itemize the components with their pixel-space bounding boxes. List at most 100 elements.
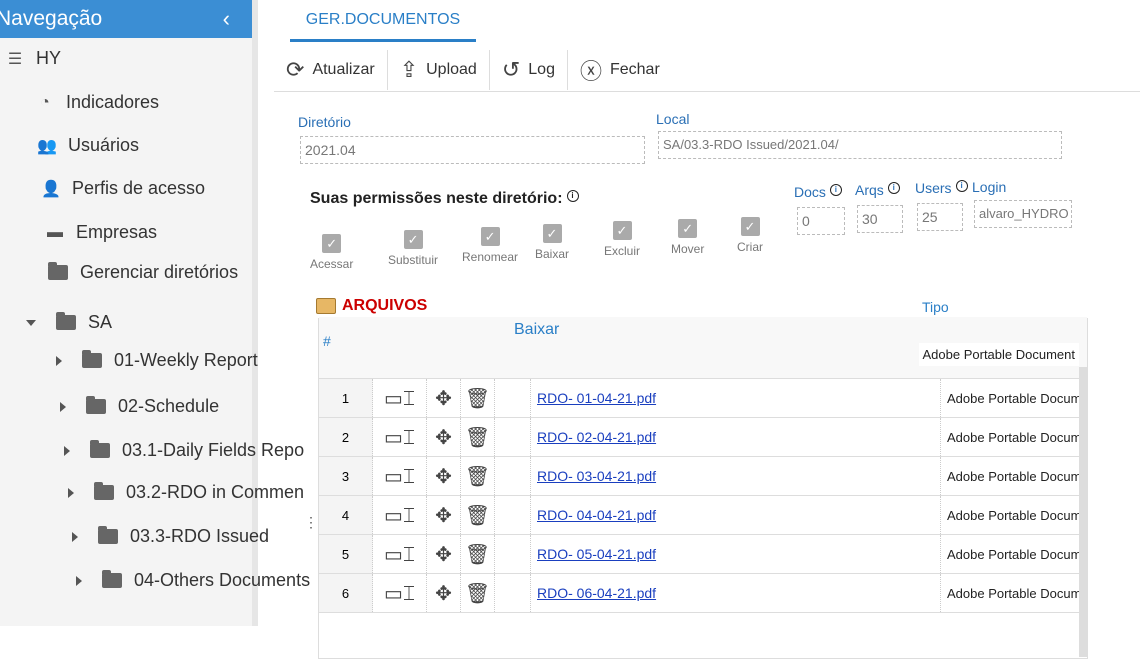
col-type-filter[interactable]: Adobe Portable Document: [918, 343, 1079, 366]
checkbox-checked[interactable]: ✓: [612, 221, 632, 240]
perm-label: Acessar: [310, 257, 354, 271]
checkbox-checked[interactable]: ✓: [403, 230, 423, 249]
sidebar-header: Navegação ‹: [0, 0, 252, 38]
folder-icon: [82, 350, 102, 368]
chevron-left-icon[interactable]: ‹: [222, 6, 230, 31]
users-label-text: Users: [915, 180, 952, 196]
col-type-header[interactable]: Tipo: [922, 299, 949, 315]
file-link[interactable]: RDO- 01-04-21.pdf: [537, 390, 657, 406]
info-icon[interactable]: i: [955, 180, 968, 192]
rename-icon[interactable]: ▭⌶: [373, 457, 427, 495]
tree-folder[interactable]: 03.2-RDO in Commen: [68, 482, 304, 503]
permissions-title-text: Suas permissões neste diretório:: [310, 190, 563, 207]
sidebar-item-indicadores[interactable]: ◔ Indicadores: [34, 92, 159, 113]
users-icon: 👥: [37, 137, 57, 155]
rename-icon[interactable]: ▭⌶: [373, 574, 427, 612]
trash-icon[interactable]: 🗑: [461, 496, 495, 534]
sidebar-title: Navegação: [0, 7, 103, 30]
file-link[interactable]: RDO- 06-04-21.pdf: [537, 585, 657, 601]
caret-right-icon[interactable]: [72, 531, 78, 542]
file-link[interactable]: RDO- 04-04-21.pdf: [537, 507, 657, 523]
tree-folder[interactable]: 02-Schedule: [60, 396, 219, 417]
file-link[interactable]: RDO- 03-04-21.pdf: [537, 468, 657, 484]
move-icon[interactable]: ✥: [427, 379, 461, 417]
folder-icon: [94, 482, 114, 500]
file-cell: RDO- 02-04-21.pdf: [531, 418, 941, 456]
upload-icon: ⇪: [399, 56, 419, 82]
folders-icon: [48, 262, 68, 280]
empty-cell: [495, 457, 531, 495]
sidebar-item-usuarios[interactable]: 👥 Usuários: [36, 135, 139, 156]
rename-icon[interactable]: ▭⌶: [373, 496, 427, 534]
info-icon[interactable]: i: [566, 190, 579, 202]
file-cell: RDO- 05-04-21.pdf: [531, 535, 941, 573]
tree-folder[interactable]: 03.1-Daily Fields Repo: [64, 440, 304, 461]
history-icon: ↺: [501, 56, 521, 82]
local-field[interactable]: SA/03.3-RDO Issued/2021.04/: [658, 131, 1062, 159]
file-cell: RDO- 04-04-21.pdf: [531, 496, 941, 534]
checkbox-checked[interactable]: ✓: [480, 227, 500, 246]
sidebar-item-hy[interactable]: ☰ HY: [4, 48, 61, 69]
caret-right-icon[interactable]: [60, 401, 66, 412]
close-button[interactable]: ⓧ Fechar: [568, 50, 672, 90]
sidebar-item-label: Perfis de acesso: [72, 178, 206, 198]
tree-folder[interactable]: 01-Weekly Report: [56, 350, 258, 371]
trash-icon[interactable]: 🗑: [461, 418, 495, 456]
folder-icon: [102, 570, 122, 588]
table-header: # Baixar Adobe Portable Document: [319, 317, 1087, 366]
tab-ger-documentos[interactable]: GER.DOCUMENTOS: [290, 0, 476, 42]
sidebar-item-empresas[interactable]: ▬ Empresas: [44, 222, 157, 243]
arqs-field[interactable]: 30: [857, 205, 903, 233]
info-icon[interactable]: i: [887, 182, 900, 194]
caret-right-icon[interactable]: [76, 575, 82, 586]
caret-down-icon[interactable]: [26, 319, 36, 326]
refresh-button[interactable]: ⟳ Atualizar: [274, 49, 388, 90]
empty-cell: [495, 574, 531, 612]
tree-folder[interactable]: 04-Others Documents: [76, 570, 310, 591]
users-field[interactable]: 25: [917, 203, 963, 231]
directory-field[interactable]: 2021.04: [300, 136, 645, 164]
rename-icon[interactable]: ▭⌶: [373, 535, 427, 573]
info-icon[interactable]: i: [829, 184, 842, 196]
sidebar-item-perfis[interactable]: 👤 Perfis de acesso: [40, 178, 205, 199]
move-icon[interactable]: ✥: [427, 535, 461, 573]
perm-acessar: ✓ Acessar: [310, 234, 353, 271]
scrollbar[interactable]: [1079, 367, 1087, 657]
trash-icon[interactable]: 🗑: [461, 457, 495, 495]
col-download-header[interactable]: Baixar: [514, 321, 560, 338]
checkbox-checked[interactable]: ✓: [678, 219, 698, 238]
tree-node-label: 03.2-RDO in Commen: [126, 482, 305, 502]
file-link[interactable]: RDO- 02-04-21.pdf: [537, 429, 657, 445]
tree-folder[interactable]: 03.3-RDO Issued: [72, 526, 269, 547]
rename-icon[interactable]: ▭⌶: [373, 418, 427, 456]
caret-right-icon[interactable]: [56, 355, 62, 366]
upload-button[interactable]: ⇪ Upload: [388, 49, 490, 90]
docs-field[interactable]: 0: [797, 207, 845, 235]
trash-icon[interactable]: 🗑: [461, 379, 495, 417]
move-icon[interactable]: ✥: [427, 574, 461, 612]
tree-node-sa[interactable]: SA: [26, 312, 112, 333]
database-icon: ☰: [7, 50, 23, 68]
sidebar-item-gerenciar[interactable]: Gerenciar diretórios: [48, 262, 238, 283]
col-hash-header[interactable]: #: [323, 333, 331, 349]
move-icon[interactable]: ✥: [427, 457, 461, 495]
checkbox-checked[interactable]: ✓: [322, 234, 342, 253]
file-link[interactable]: RDO- 05-04-21.pdf: [537, 546, 657, 562]
checkbox-checked[interactable]: ✓: [740, 217, 760, 236]
perm-label: Criar: [737, 240, 763, 254]
move-icon[interactable]: ✥: [427, 418, 461, 456]
trash-icon[interactable]: 🗑: [461, 535, 495, 573]
files-table: # Baixar Adobe Portable Document 1 ▭⌶ ✥ …: [318, 317, 1088, 659]
empty-cell: [495, 379, 531, 417]
files-title: ARQUIVOS: [316, 297, 427, 315]
move-icon[interactable]: ✥: [427, 496, 461, 534]
login-field[interactable]: alvaro_HYDRO: [974, 200, 1072, 228]
trash-icon[interactable]: 🗑: [461, 574, 495, 612]
more-options-icon[interactable]: ⋮: [304, 514, 318, 530]
caret-right-icon[interactable]: [68, 487, 74, 498]
checkbox-checked[interactable]: ✓: [542, 224, 562, 243]
refresh-label: Atualizar: [312, 60, 375, 78]
rename-icon[interactable]: ▭⌶: [373, 379, 427, 417]
log-button[interactable]: ↺ Log: [490, 49, 568, 90]
caret-right-icon[interactable]: [64, 445, 70, 456]
